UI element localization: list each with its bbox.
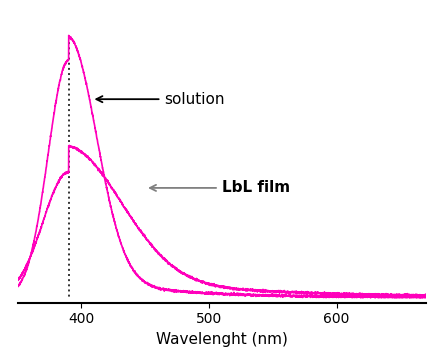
Text: solution: solution xyxy=(96,92,224,107)
X-axis label: Wavelenght (nm): Wavelenght (nm) xyxy=(155,332,287,347)
Text: LbL film: LbL film xyxy=(150,180,289,196)
